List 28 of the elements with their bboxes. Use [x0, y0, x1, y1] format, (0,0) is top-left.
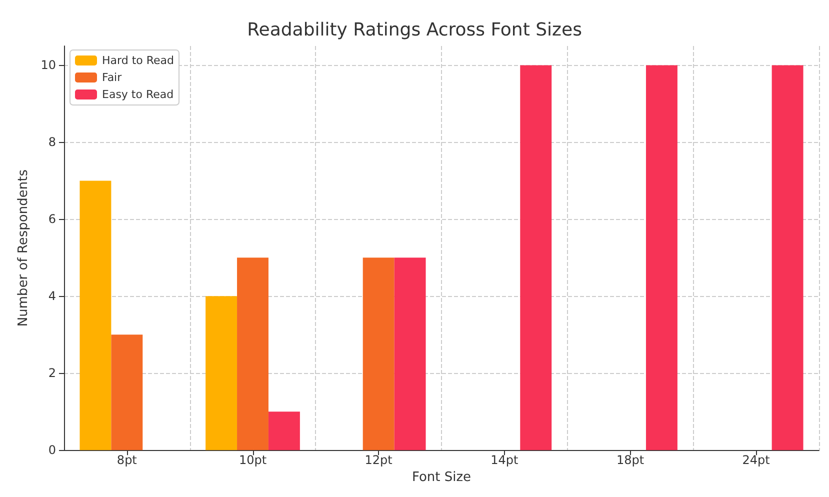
- x-tick-label: 24pt: [742, 453, 770, 468]
- bar: [646, 65, 678, 450]
- y-tick-label: 10: [40, 58, 56, 72]
- legend-label: Hard to Read: [102, 54, 174, 67]
- bar: [772, 65, 804, 450]
- bar: [111, 334, 143, 450]
- x-axis-title: Font Size: [412, 470, 472, 485]
- y-tick-label: 6: [48, 212, 56, 226]
- y-tick-label: 4: [48, 289, 56, 304]
- x-tick-label: 8pt: [116, 453, 138, 468]
- y-tick-label: 0: [48, 443, 56, 458]
- x-tick-label: 12pt: [364, 453, 393, 468]
- bar: [394, 258, 426, 450]
- bar: [268, 412, 300, 450]
- x-tick-label: 18pt: [616, 453, 644, 468]
- bar: [362, 258, 394, 450]
- y-tick-label: 2: [48, 366, 56, 380]
- x-tick-label: 10pt: [238, 453, 267, 468]
- bar: [520, 65, 552, 450]
- y-axis-title: Number of Respondents: [16, 169, 31, 327]
- chart-title: Readability Ratings Across Font Sizes: [247, 20, 582, 40]
- y-tick-label: 8: [48, 135, 56, 150]
- bar: [237, 258, 268, 450]
- bar: [206, 296, 238, 450]
- bar: [80, 180, 112, 450]
- legend-label: Fair: [102, 71, 122, 84]
- legend-label: Easy to Read: [102, 88, 174, 101]
- x-tick-label: 14pt: [490, 453, 519, 468]
